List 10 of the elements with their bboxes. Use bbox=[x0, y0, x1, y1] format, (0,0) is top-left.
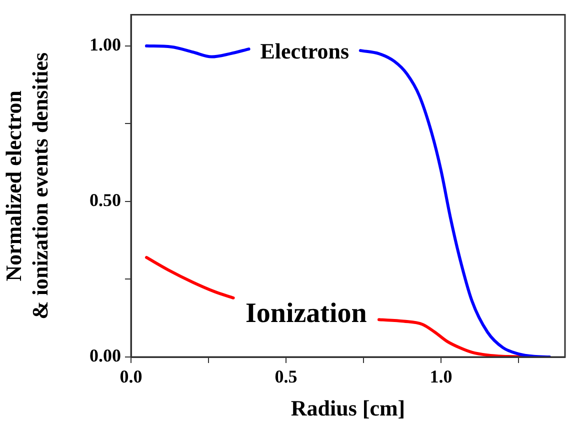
x-tick-label: 0.0 bbox=[120, 366, 142, 386]
x-axis-title: Radius [cm] bbox=[290, 395, 406, 420]
series-label: Electrons bbox=[260, 38, 350, 64]
y-tick-label: 0.50 bbox=[90, 190, 121, 210]
x-tick-label: 0.5 bbox=[274, 366, 298, 386]
y-tick-label: 0.00 bbox=[90, 346, 121, 366]
y-axis-title: Normalized electron & ionization events densities bbox=[0, 52, 52, 320]
y-tick-label: 1.00 bbox=[90, 34, 121, 55]
series-label: Ionization bbox=[245, 298, 368, 330]
x-tick-label: 1.0 bbox=[430, 366, 452, 386]
